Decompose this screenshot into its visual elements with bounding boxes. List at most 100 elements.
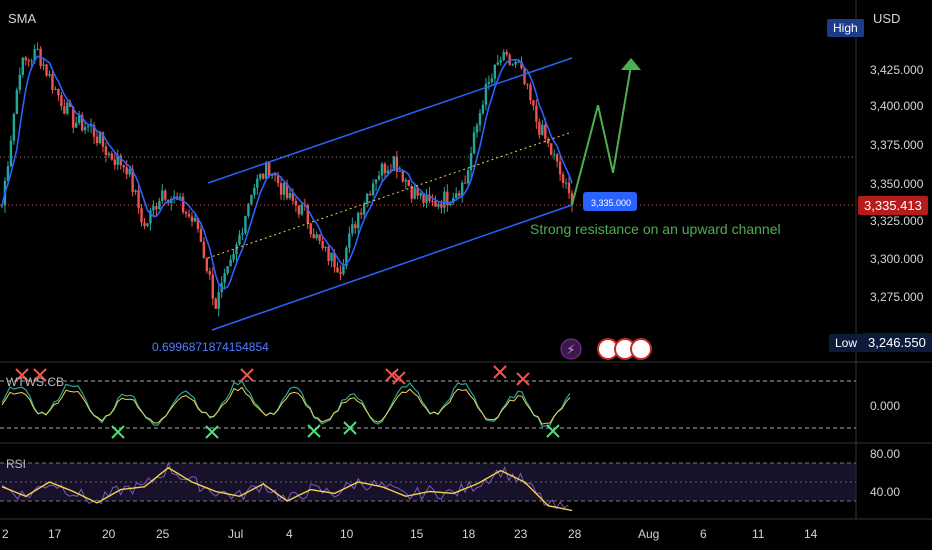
candle-body [297,205,301,215]
buy-cross-mark [343,421,357,435]
candle-body [190,216,194,222]
candle-body [273,174,277,176]
candle-body [484,83,488,105]
candle-body [92,125,96,137]
candle-body [398,170,402,172]
candle-body [134,190,137,192]
candle-body [413,187,416,199]
candle-body [466,170,470,184]
candle-body [276,175,280,184]
candle-body [208,271,212,275]
candle-body [354,224,357,229]
candle-body [253,187,256,195]
sma-line [1,55,573,290]
wt-line-1 [1,379,571,428]
time-tick: 6 [700,527,707,541]
candle-body [478,113,482,126]
candle-body [511,64,514,66]
candle-body [119,155,122,166]
candle-body [437,203,440,207]
candle-body [419,192,422,196]
candle-body [83,127,87,131]
time-tick: 25 [156,527,170,541]
candle-body [463,182,467,184]
channel-lower-line [211,204,573,331]
candle-body [422,192,425,203]
candle-body [318,234,321,241]
candle-body [360,212,363,215]
candle-body [570,193,574,205]
candle-body [404,179,407,182]
candle-body [558,161,562,175]
sma-label: SMA [8,11,37,26]
sell-cross-mark [493,365,507,379]
candle-body [232,254,235,260]
us-flag-event-icon-3[interactable] [630,338,652,360]
candle-body [267,162,271,176]
flash-event-icon[interactable] [560,338,582,360]
target-box-bg [583,192,637,211]
candle-body [392,156,396,171]
candle-body [196,217,200,229]
candle-body [526,84,529,86]
price-tick: 3,300.000 [870,252,924,266]
candle-body [33,49,36,61]
candle-body [187,213,191,217]
current-price-tag: 3,335.413 [858,196,928,215]
candle-body [137,190,140,209]
candle-body [407,179,410,187]
wt-zero-tick: 0.000 [870,399,901,413]
price-tick: 3,400.000 [870,99,924,113]
rsi-line [1,466,573,512]
candle-body [285,183,289,199]
candle-body [69,102,72,107]
candle-body [178,196,182,200]
candle-body [98,132,102,144]
candle-body [152,206,155,211]
candle-body [333,252,336,268]
candle-body [339,272,342,275]
candle-body [45,64,48,76]
candles [0,42,574,317]
candle-body [368,193,372,196]
rsi-pane [0,461,856,512]
candle-body [265,162,268,179]
candle-body [12,114,16,141]
wt-line-2 [1,386,571,425]
candle-body [440,203,443,208]
candle-body [529,84,532,101]
time-tick: 2 [2,527,9,541]
currency-label[interactable]: USD [873,11,901,26]
candle-body [300,204,304,215]
candle-body [425,194,428,203]
candle-body [279,183,283,195]
candle-body [9,140,13,167]
candle-body [0,205,4,207]
sell-cross-mark [516,372,530,386]
wt-pane [0,365,856,439]
buy-cross-mark [205,425,219,439]
time-tick: 28 [568,527,582,541]
candle-body [15,89,19,115]
candle-body [72,106,75,128]
candle-body [288,193,292,199]
candle-body [30,60,33,62]
candle-body [66,102,69,114]
time-tick: 18 [462,527,476,541]
candle-body [125,167,128,175]
wt-cross-marks [15,365,560,439]
low-badge: Low [829,334,864,352]
candle-body [357,212,360,229]
candle-body [80,114,84,131]
candle-body [77,114,81,123]
candle-body [116,155,119,165]
candle-body [131,169,134,192]
candle-body [27,60,30,62]
candle-body [309,223,312,235]
candle-body [550,143,553,155]
channel-annotation: Strong resistance on an upward channel [530,221,781,237]
candle-body [51,74,54,90]
candle-body [386,170,390,174]
candle-body [455,193,458,198]
